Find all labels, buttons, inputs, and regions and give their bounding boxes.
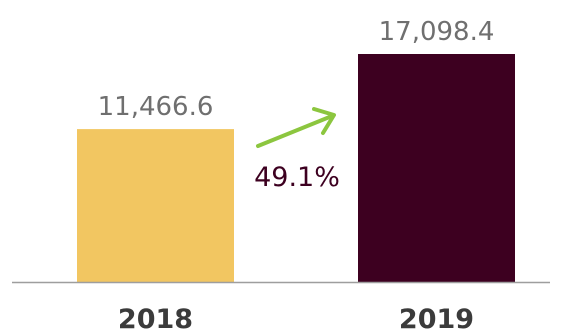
value-label-2019: 17,098.4 [379, 17, 495, 47]
growth-arrow-head [312, 107, 336, 135]
bar-2018 [77, 129, 234, 282]
labels-layer: 11,466.6 2018 17,098.4 2019 [98, 17, 495, 332]
value-label-2018: 11,466.6 [98, 92, 214, 122]
bar-2019 [358, 54, 515, 282]
category-label-2019: 2019 [399, 304, 474, 332]
growth-arrow-shaft [256, 114, 334, 148]
growth-arrow [256, 107, 336, 148]
category-label-2018: 2018 [118, 304, 193, 332]
growth-percentage-label: 49.1% [254, 162, 340, 193]
bars-layer [77, 54, 515, 282]
